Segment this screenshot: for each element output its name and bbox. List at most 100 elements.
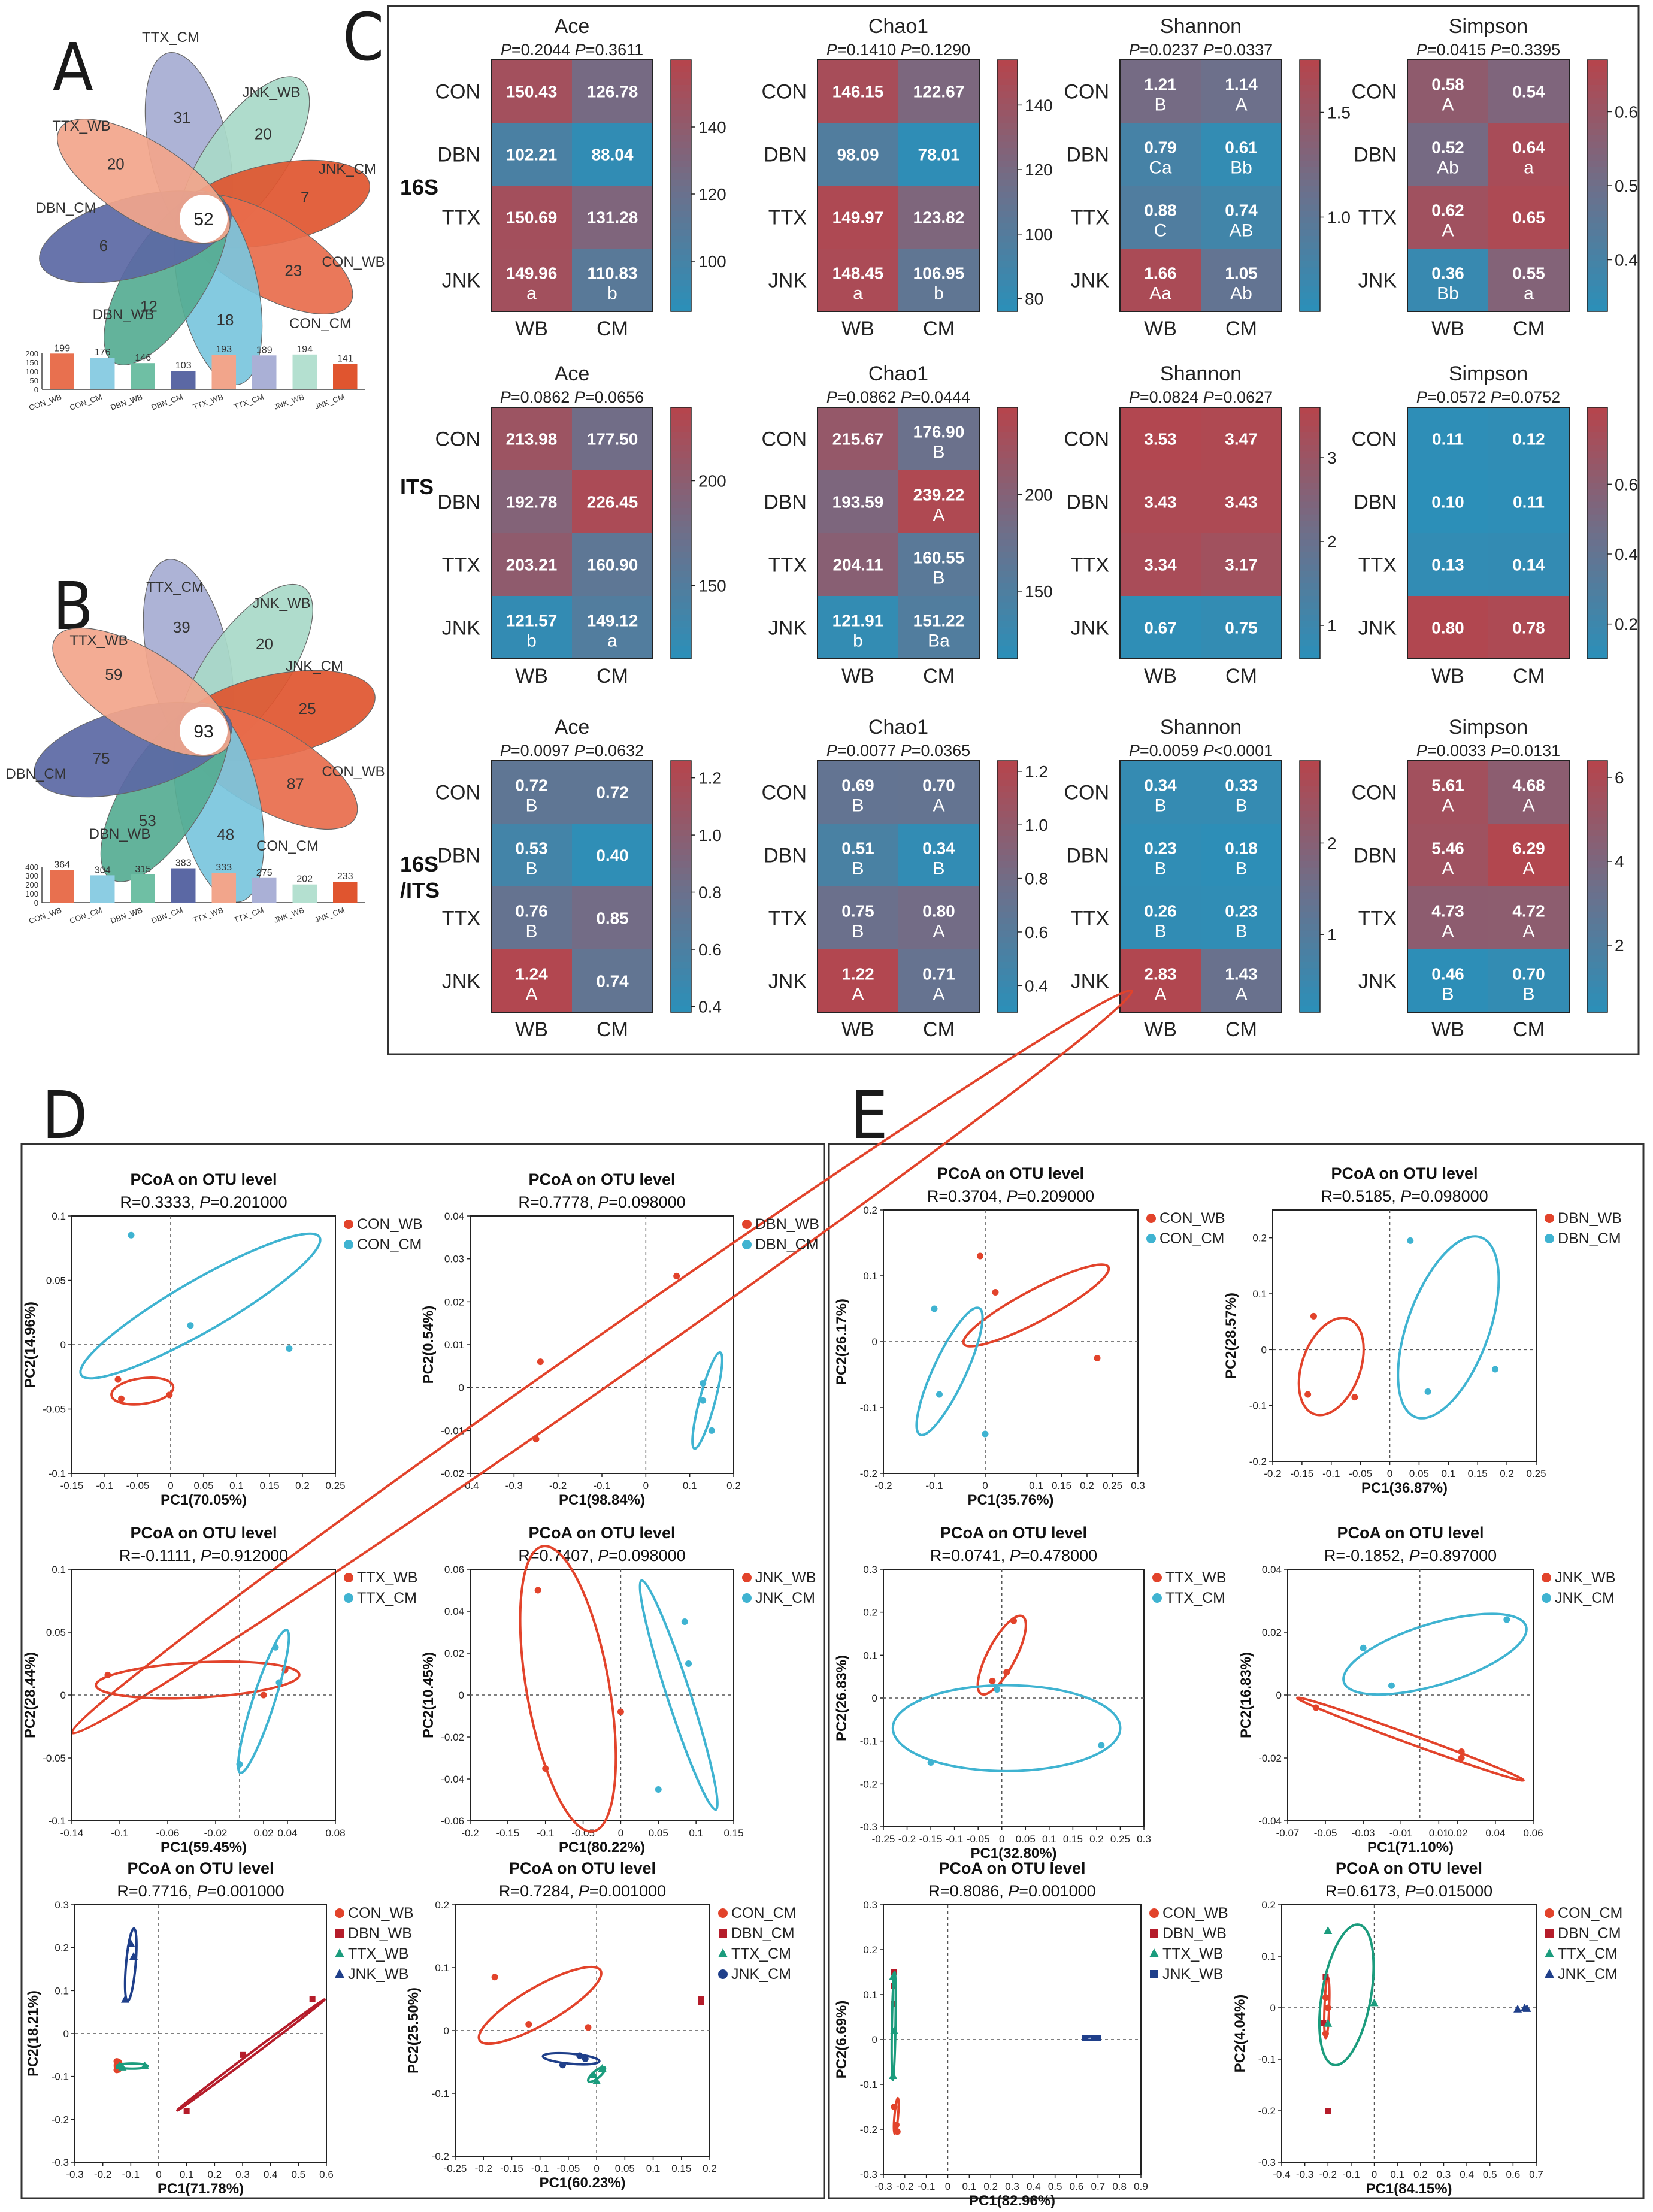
colorbar-step (1300, 72, 1320, 80)
heatmap-cell (1407, 249, 1488, 311)
pcoa-x-tick-label: 0 (594, 2163, 599, 2174)
colorbar-step (1300, 634, 1320, 641)
pcoa-x-tick-label: -0.01 (1389, 1827, 1413, 1839)
pcoa-y-tick-label: 0.1 (863, 1270, 877, 1282)
bar-tick-label: 0 (34, 385, 38, 394)
pcoa-x-tick-label: 0.25 (325, 1480, 345, 1491)
venn-petal-count: 25 (299, 700, 316, 718)
legend-label: TTX_CM (731, 1945, 791, 1962)
pcoa-y-axis-label: PC2(0.54%) (420, 1306, 437, 1384)
pcoa-x-tick-label: 0.1 (1442, 1468, 1456, 1479)
colorbar-step (1300, 836, 1320, 843)
heatmap-cell-value: 150.43 (506, 83, 558, 101)
colorbar-step (1300, 849, 1320, 856)
heatmap-cell-value: 0.11 (1513, 493, 1545, 512)
legend-marker (1149, 1908, 1159, 1918)
pcoa-stats: R=0.5185, P=0.098000 (1321, 1187, 1488, 1205)
venn-petal-label: CON_CM (256, 838, 319, 854)
colorbar-step (997, 640, 1018, 647)
colorbar-step (1587, 85, 1607, 92)
bar-value-label: 194 (296, 344, 313, 355)
colorbar-step (1300, 558, 1320, 565)
colorbar-step (1300, 880, 1320, 887)
colorbar-step (997, 249, 1018, 256)
colorbar-step (671, 861, 691, 869)
colorbar-step (671, 470, 691, 477)
colorbar-step (1300, 229, 1320, 237)
legend-marker (742, 1573, 752, 1582)
colorbar-step (1587, 912, 1607, 919)
heatmap-cell (1201, 761, 1282, 824)
legend-marker (335, 1969, 344, 1978)
heatmap-cell-value: 0.14 (1512, 556, 1545, 574)
heatmap-row-label: CON (435, 428, 480, 451)
heatmap-cell (1120, 186, 1201, 249)
colorbar-tick-label: 6 (1615, 768, 1624, 787)
pcoa-point (681, 1618, 688, 1625)
colorbar-tick-label: 0.6 (1615, 102, 1638, 121)
heatmap-cell-value: 0.40 (596, 846, 629, 865)
colorbar-step (997, 892, 1018, 900)
colorbar-step (1300, 292, 1320, 299)
venn-petal-count: 18 (217, 311, 234, 329)
heatmap-cell (898, 186, 979, 249)
colorbar-border (997, 760, 1018, 1013)
colorbar-tick-label: 2 (1327, 834, 1337, 852)
heatmap-row-label: TTX (1071, 207, 1109, 229)
colorbar-step (1587, 179, 1607, 186)
pcoa-y-tick-label: -0.02 (441, 1732, 464, 1743)
heatmap-cell (1120, 407, 1201, 470)
heatmap-row-label: TTX (442, 554, 480, 577)
pcoa-y-axis-label: PC2(28.57%) (1223, 1293, 1239, 1379)
heatmap: Shannon P=0.0824 P=0.0627 CON 3.53 3.47 DBN 3.… (1064, 362, 1336, 688)
colorbar-step (1300, 773, 1320, 780)
heatmap-group-label: 16S (400, 175, 438, 199)
heatmap-cell-letter: A (1522, 922, 1534, 942)
pcoa-x-tick-label: -0.1 (111, 1827, 128, 1839)
heatmap-cell (572, 60, 653, 123)
colorbar-step (1300, 261, 1320, 268)
colorbar-step (1300, 508, 1320, 515)
pcoa-point (183, 2108, 190, 2114)
colorbar-step (1300, 918, 1320, 925)
colorbar-step (997, 912, 1018, 919)
heatmap-cell-value: 106.95 (913, 264, 965, 283)
colorbar-step (1587, 589, 1607, 597)
colorbar-step (1587, 192, 1607, 199)
heatmap-cell (491, 470, 572, 533)
heatmap-cell-letter: B (933, 568, 944, 588)
pcoa-title: PCoA on OTU level (1331, 1164, 1478, 1182)
colorbar-step (671, 229, 691, 237)
colorbar-step (671, 949, 691, 957)
heatmap-cell-value: 121.57 (506, 612, 558, 630)
heatmap-cell-letter: B (933, 443, 944, 462)
pcoa-point (104, 1671, 111, 1678)
pcoa-y-tick-label: -0.3 (860, 1821, 877, 1833)
colorbar-border (1299, 59, 1321, 312)
pcoa-x-tick-label: 0.3 (1005, 2181, 1019, 2192)
pcoa-x-tick-label: -0.2 (898, 1833, 916, 1845)
pcoa-point (114, 1376, 122, 1383)
heatmap-col-label: WB (1144, 665, 1177, 688)
pcoa-point (1370, 1998, 1379, 2007)
heatmap-cell-letter: B (933, 859, 944, 879)
colorbar-step (997, 577, 1018, 584)
pcoa-x-tick-label: -0.1 (918, 2181, 935, 2192)
pcoa-x-tick-label: 0.8 (1112, 2181, 1127, 2192)
heatmap-cell (1407, 123, 1488, 186)
colorbar-step (1300, 179, 1320, 186)
colorbar-step (671, 640, 691, 647)
heatmap-row-label: TTX (442, 207, 480, 229)
colorbar-step (671, 66, 691, 73)
pcoa-point (685, 1660, 692, 1667)
pcoa-x-tick-label: -0.05 (1349, 1468, 1372, 1479)
colorbar-step (671, 1006, 691, 1013)
heatmap-p-values: P=0.0572 P=0.0752 (1416, 388, 1560, 406)
colorbar-step (671, 621, 691, 628)
colorbar-step (997, 223, 1018, 231)
colorbar-step (1300, 154, 1320, 161)
heatmap-col-label: CM (1513, 1018, 1545, 1041)
colorbar-step (1587, 842, 1607, 849)
heatmap-cell-letter: b (934, 284, 944, 304)
pcoa-x-tick-label: 0.15 (723, 1827, 743, 1839)
